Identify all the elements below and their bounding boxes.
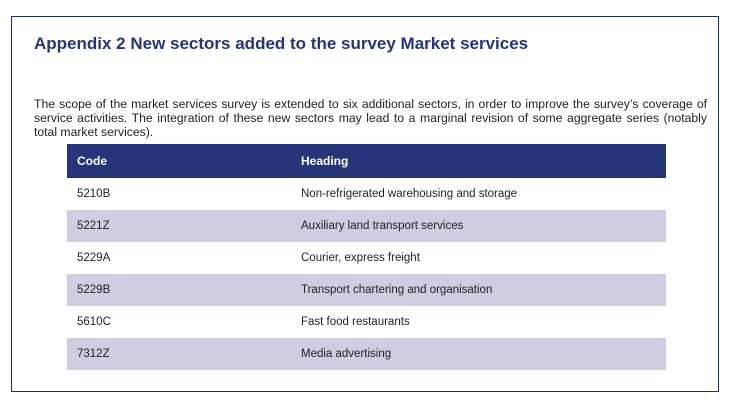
row-heading: Transport chartering and organisation: [289, 274, 666, 306]
row-heading: Auxiliary land transport services: [289, 210, 666, 242]
row-heading: Non-refrigerated warehousing and storage: [301, 188, 518, 200]
row-heading: Media advertising: [289, 338, 666, 370]
table-row: 5221Z Auxiliary land transport services: [67, 210, 666, 242]
column-header-code: Code: [67, 144, 289, 178]
appendix-paragraph: The scope of the market services survey …: [34, 97, 707, 139]
row-code: 5229A: [77, 252, 111, 264]
table-row: 5229A Courier, express freight: [67, 242, 666, 274]
row-heading: Fast food restaurants: [301, 316, 410, 328]
table-row: 5610C Fast food restaurants: [67, 306, 666, 338]
table-row: 7312Z Media advertising: [67, 338, 666, 370]
row-code: 5210B: [77, 188, 111, 200]
appendix-title: Appendix 2 New sectors added to the surv…: [34, 34, 529, 53]
row-code: 7312Z: [67, 338, 289, 370]
row-code: 5221Z: [67, 210, 289, 242]
table-row: 5210B Non-refrigerated warehousing and s…: [67, 178, 666, 210]
row-code: 5229B: [67, 274, 289, 306]
column-header-heading: Heading: [289, 144, 666, 178]
appendix-frame: Appendix 2 New sectors added to the surv…: [11, 16, 719, 392]
table-row: 5229B Transport chartering and organisat…: [67, 274, 666, 306]
sectors-table: Code Heading 5210B Non-refrigerated ware…: [67, 144, 666, 370]
row-code: 5610C: [77, 316, 111, 328]
table-header-row: Code Heading: [67, 144, 666, 178]
row-heading: Courier, express freight: [301, 252, 420, 264]
